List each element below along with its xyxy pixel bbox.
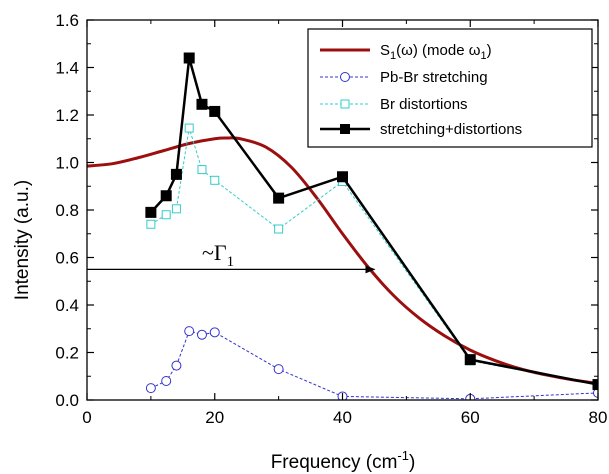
data-point-pb-br-stretching bbox=[273, 364, 284, 375]
y-tick-label: 1.2 bbox=[55, 106, 79, 125]
y-tick-label: 1.4 bbox=[55, 59, 79, 78]
data-point-pb-br-stretching bbox=[593, 387, 598, 398]
annotations: ~Γ1 bbox=[87, 240, 376, 274]
data-point-stretching-distortions bbox=[273, 192, 285, 204]
data-point-br-distortions bbox=[197, 165, 207, 175]
y-tick-label: 0.8 bbox=[55, 201, 79, 220]
series-line-br-distortions bbox=[150, 127, 598, 386]
x-tick-label: 40 bbox=[333, 408, 352, 427]
x-tick-label: 60 bbox=[461, 408, 480, 427]
legend-swatch-pb-br-marker bbox=[340, 72, 350, 82]
data-point-stretching-distortions bbox=[209, 105, 221, 117]
legend-label-part: ω bbox=[401, 42, 413, 59]
legend-swatch-br-marker bbox=[340, 99, 350, 109]
legend-label: Pb-Br stretching bbox=[380, 69, 488, 86]
y-tick-label: 0.2 bbox=[55, 344, 79, 363]
legend-label: Br distortions bbox=[380, 96, 468, 113]
data-point-stretching-distortions bbox=[337, 171, 348, 183]
data-point-pb-br-stretching bbox=[184, 326, 195, 337]
legend-label-part: S bbox=[380, 42, 390, 59]
legend-label-part: 1 bbox=[390, 50, 396, 62]
y-tick-label: 0.4 bbox=[55, 296, 79, 315]
data-point-pb-br-stretching bbox=[171, 360, 182, 371]
data-point-br-distortions bbox=[171, 204, 181, 214]
data-point-br-distortions bbox=[184, 123, 194, 133]
data-point-stretching-distortions bbox=[183, 52, 195, 64]
data-point-stretching-distortions bbox=[592, 379, 598, 391]
plot-area bbox=[87, 52, 598, 400]
series-line-pb-br-stretching bbox=[150, 330, 598, 400]
legend-label-part: ) (mode bbox=[413, 42, 469, 59]
y-tick-label: 0.6 bbox=[55, 249, 79, 268]
legend-label-part: ω bbox=[469, 42, 481, 59]
series-line-s1-curve bbox=[87, 136, 598, 385]
x-tick-label: 20 bbox=[205, 408, 224, 427]
y-tick-label: 1.0 bbox=[55, 154, 79, 173]
data-point-stretching-distortions bbox=[196, 98, 208, 110]
legend-swatch-combined-marker bbox=[340, 124, 350, 134]
gamma-label: ~Γ1 bbox=[202, 240, 234, 270]
series-line-stretching-distortions bbox=[149, 57, 598, 386]
data-point-pb-br-stretching bbox=[145, 383, 156, 394]
data-point-pb-br-stretching bbox=[161, 376, 172, 386]
x-tick-label: 0 bbox=[82, 408, 91, 427]
data-point-stretching-distortions bbox=[160, 190, 172, 202]
data-point-br-distortions bbox=[146, 219, 156, 229]
legend-label: stretching+distortions bbox=[380, 121, 522, 138]
data-point-stretching-distortions bbox=[170, 168, 182, 180]
y-axis-title: Intensity (a.u.) bbox=[12, 180, 33, 300]
legend-label-part: ( bbox=[396, 42, 401, 59]
data-point-br-distortions bbox=[210, 175, 220, 185]
axes: 0 20 40 60 80 0.0 0.2 0.4 0.6 0.8 1.0 1.2 1.4 1.6 bbox=[55, 11, 607, 427]
legend-label-part: 1 bbox=[480, 50, 486, 62]
data-point-pb-br-stretching bbox=[196, 329, 207, 340]
legend-label: S1(ω) (mode ω1) bbox=[380, 42, 492, 62]
legend-label-part: ) bbox=[487, 42, 492, 59]
data-point-stretching-distortions bbox=[145, 206, 157, 218]
data-point-pb-br-stretching bbox=[209, 327, 220, 338]
x-tick-label: 80 bbox=[589, 408, 608, 427]
data-point-br-distortions bbox=[161, 210, 171, 220]
gamma-label-main: ~Γ bbox=[202, 240, 227, 265]
data-point-br-distortions bbox=[274, 224, 284, 234]
y-tick-label: 0.0 bbox=[55, 391, 79, 410]
x-axis-title: Frequency (cm-1) bbox=[271, 448, 416, 473]
gamma-label-subscript: 1 bbox=[227, 254, 235, 270]
data-point-stretching-distortions bbox=[464, 354, 476, 366]
y-tick-label: 1.6 bbox=[55, 11, 79, 30]
